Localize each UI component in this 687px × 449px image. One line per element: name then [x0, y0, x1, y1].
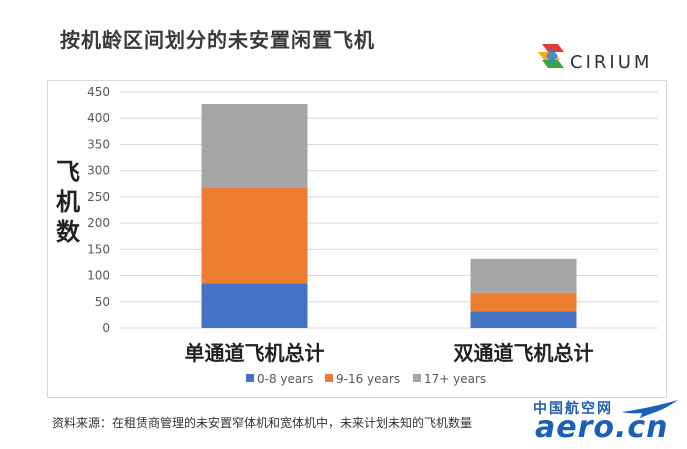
- legend-label: 17+ years: [424, 372, 486, 386]
- bar: [470, 258, 577, 293]
- watermark-en: aero.cn: [535, 410, 669, 445]
- plane-icon: [622, 400, 678, 418]
- y-tick-label: 100: [87, 269, 110, 283]
- legend-swatch: [413, 374, 421, 382]
- y-tick-label: 0: [102, 321, 110, 335]
- y-tick-label: 450: [87, 85, 110, 99]
- y-tick-label: 350: [87, 137, 110, 151]
- y-tick-label: 400: [87, 111, 110, 125]
- chart-frame: [47, 80, 667, 398]
- source-footnote: 资料来源：在租赁商管理的未安置窄体机和宽体机中，未来计划未知的飞机数量: [52, 416, 473, 430]
- x-tick-label: 单通道飞机总计: [185, 341, 325, 365]
- bar: [201, 283, 308, 328]
- legend-label: 0-8 years: [257, 372, 313, 386]
- legend-swatch: [325, 374, 333, 382]
- legend-swatch: [246, 374, 254, 382]
- bar: [201, 104, 308, 188]
- y-tick-label: 250: [87, 190, 110, 204]
- bar: [470, 292, 577, 312]
- y-axis-label: 飞: [56, 158, 80, 186]
- watermark-cn: 中国航空网: [533, 401, 613, 417]
- y-tick-label: 200: [87, 216, 110, 230]
- x-tick-label: 双通道飞机总计: [454, 341, 594, 365]
- cirium-logo-icon: [538, 44, 564, 68]
- chart-title: 按机龄区间划分的未安置闲置飞机: [60, 28, 375, 52]
- bar: [201, 187, 308, 284]
- bar: [470, 311, 577, 328]
- y-axis-label: 机: [56, 188, 80, 216]
- y-tick-label: 300: [87, 164, 110, 178]
- y-axis-label: 数: [56, 218, 81, 246]
- legend-label: 9-16 years: [336, 372, 400, 386]
- brand-name: CIRIUM: [570, 52, 653, 73]
- y-tick-label: 50: [95, 295, 110, 309]
- y-tick-label: 150: [87, 242, 110, 256]
